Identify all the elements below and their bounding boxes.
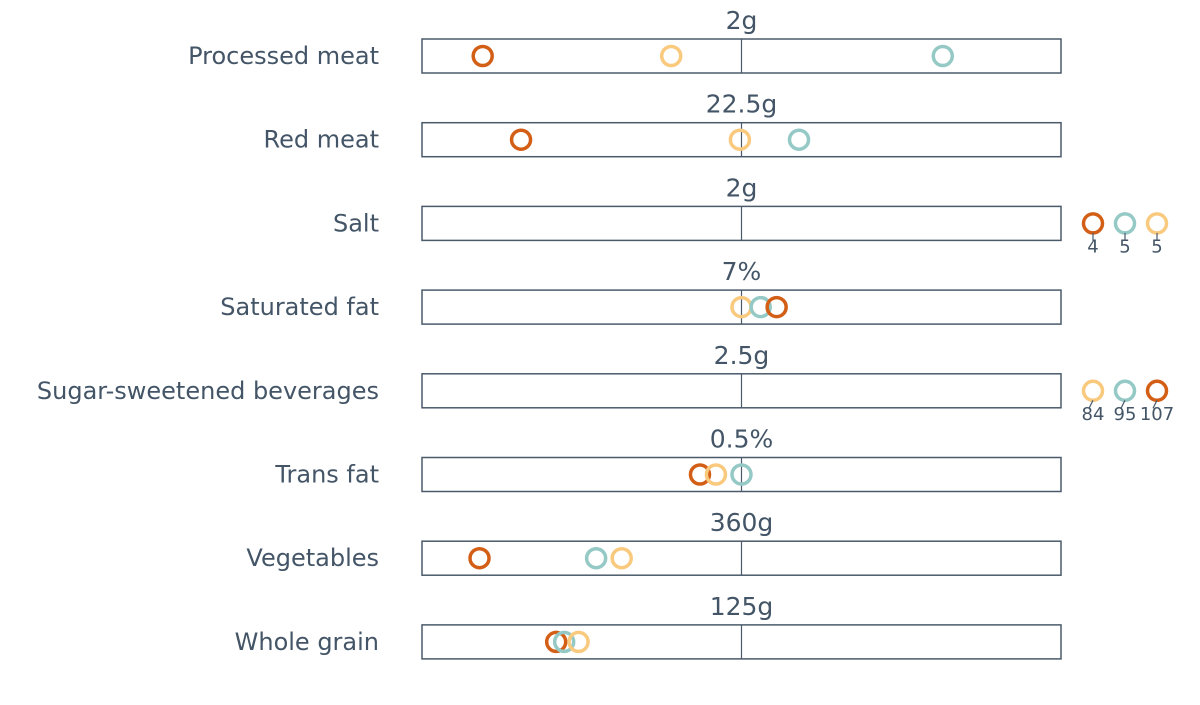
overflow-value-label: 4 <box>1087 236 1098 257</box>
target-value-label: 360g <box>710 508 774 537</box>
target-value-label: 2g <box>726 6 758 35</box>
data-point-series-a <box>765 295 788 319</box>
row-label: Vegetables <box>246 544 379 572</box>
overflow-value-label: 5 <box>1119 236 1130 257</box>
target-value-label: 7% <box>722 257 762 286</box>
data-point-series-b <box>552 630 576 654</box>
data-point-series-c <box>610 546 633 570</box>
data-point-series-a <box>471 44 494 68</box>
data-point-series-c <box>704 463 728 486</box>
target-value-label: 2g <box>726 173 758 202</box>
data-point-series-b <box>730 463 753 486</box>
overflow-value-label: 84 <box>1082 404 1105 425</box>
target-value-label: 0.5% <box>710 425 774 454</box>
target-value-label: 125g <box>710 592 774 621</box>
overflow-point-series-b <box>1113 379 1137 403</box>
overflow-leader-line <box>1120 400 1126 409</box>
row-label: Whole grain <box>235 628 379 656</box>
overflow-point-series-c <box>1081 379 1105 403</box>
data-point-series-b <box>749 295 772 319</box>
target-value-label: 2.5g <box>714 341 770 370</box>
overflow-value-label: 5 <box>1151 236 1162 257</box>
data-point-series-b <box>931 44 955 68</box>
data-point-series-a <box>688 463 712 486</box>
row-label: Sugar-sweetened beverages <box>37 377 379 405</box>
data-point-series-b <box>584 546 608 570</box>
data-point-series-c <box>567 630 590 654</box>
overflow-point-series-b <box>1113 212 1137 235</box>
overflow-value-label: 107 <box>1140 404 1174 425</box>
row-label: Salt <box>333 209 379 237</box>
data-point-series-c <box>659 44 683 68</box>
row-label: Trans fat <box>274 461 379 489</box>
overflow-point-series-c <box>1145 212 1169 235</box>
row-label: Processed meat <box>188 42 379 70</box>
row-label: Red meat <box>264 126 380 154</box>
data-point-series-c <box>728 128 752 151</box>
data-point-series-b <box>787 128 811 151</box>
target-value-label: 22.5g <box>706 90 778 119</box>
overflow-leader-line <box>1152 400 1158 409</box>
row-label: Saturated fat <box>220 293 379 321</box>
overflow-value-label: 95 <box>1114 404 1137 425</box>
overflow-point-series-a <box>1145 379 1169 403</box>
data-point-series-a <box>509 128 533 151</box>
data-point-series-a <box>544 630 568 654</box>
data-point-series-a <box>468 546 491 570</box>
overflow-leader-line <box>1088 400 1094 409</box>
overflow-point-series-a <box>1081 212 1105 235</box>
